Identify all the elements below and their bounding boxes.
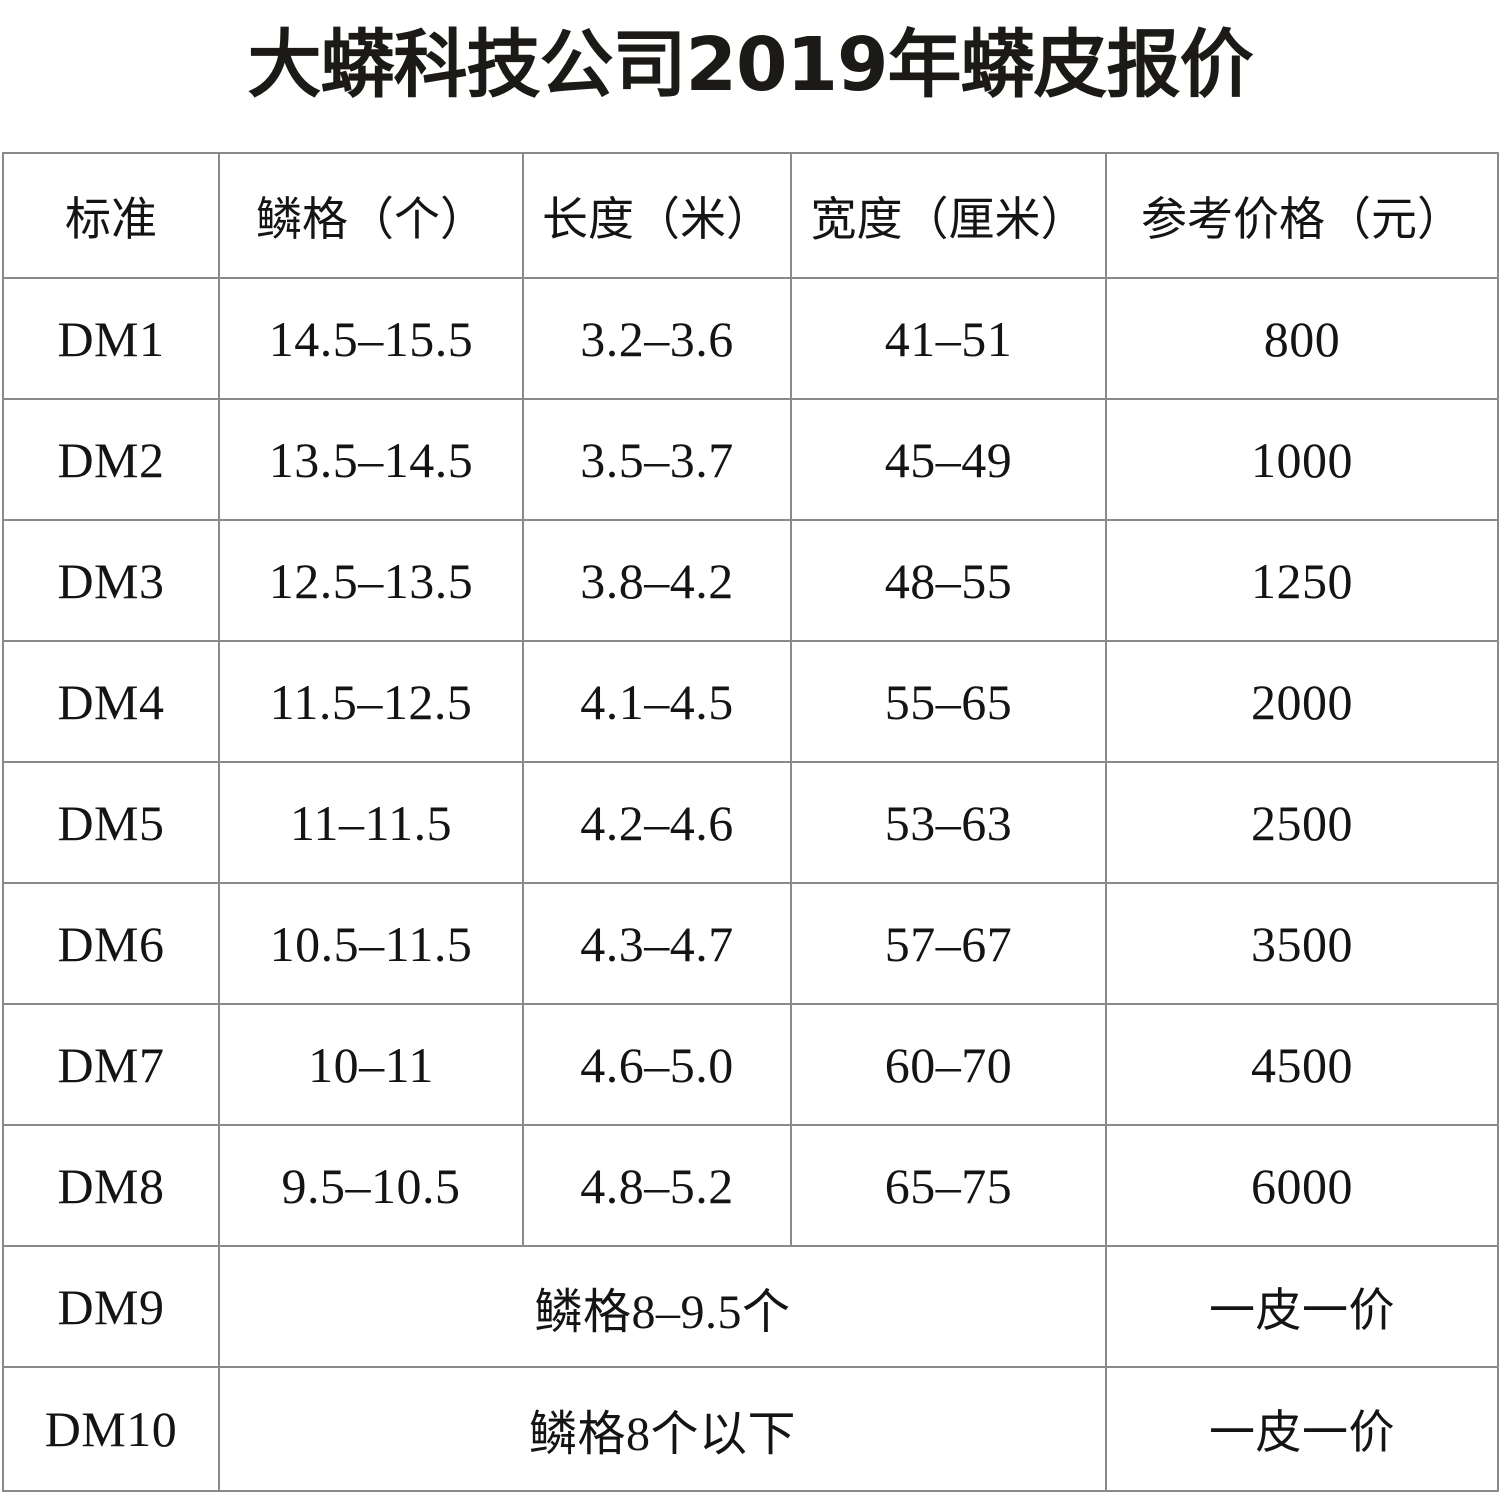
cell-standard: DM10 — [2, 1366, 220, 1492]
cell-standard: DM3 — [2, 519, 220, 642]
cell-standard: DM2 — [2, 398, 220, 521]
cell-scale: 14.5–15.5 — [218, 277, 524, 400]
cell-price: 800 — [1105, 277, 1499, 400]
python-skin-price-table: 标准 鳞格（个） 长度（米） 宽度（厘米） 参考价格（元） DM1 14.5–1… — [2, 152, 1499, 1492]
cell-standard: DM4 — [2, 640, 220, 763]
cell-price: 1000 — [1105, 398, 1499, 521]
cell-width: 55–65 — [790, 640, 1107, 763]
column-header-length: 长度（米） — [522, 152, 792, 279]
cell-standard: DM8 — [2, 1124, 220, 1247]
cell-length: 4.1–4.5 — [522, 640, 792, 763]
cell-scale: 10–11 — [218, 1003, 524, 1126]
cell-scale: 9.5–10.5 — [218, 1124, 524, 1247]
cell-width: 48–55 — [790, 519, 1107, 642]
cell-price: 6000 — [1105, 1124, 1499, 1247]
table-row: DM2 13.5–14.5 3.5–3.7 45–49 1000 — [2, 398, 1499, 521]
table-row: DM3 12.5–13.5 3.8–4.2 48–55 1250 — [2, 519, 1499, 642]
cell-width: 45–49 — [790, 398, 1107, 521]
cell-scale: 12.5–13.5 — [218, 519, 524, 642]
table-header: 标准 鳞格（个） 长度（米） 宽度（厘米） 参考价格（元） — [2, 152, 1499, 279]
cell-description: 鳞格8–9.5个 — [218, 1245, 1107, 1368]
table-row: DM4 11.5–12.5 4.1–4.5 55–65 2000 — [2, 640, 1499, 763]
cell-length: 4.8–5.2 — [522, 1124, 792, 1247]
table-row: DM1 14.5–15.5 3.2–3.6 41–51 800 — [2, 277, 1499, 400]
cell-price: 1250 — [1105, 519, 1499, 642]
cell-length: 3.8–4.2 — [522, 519, 792, 642]
cell-length: 3.2–3.6 — [522, 277, 792, 400]
cell-width: 41–51 — [790, 277, 1107, 400]
column-header-width: 宽度（厘米） — [790, 152, 1107, 279]
cell-width: 53–63 — [790, 761, 1107, 884]
table-body: DM1 14.5–15.5 3.2–3.6 41–51 800 DM2 13.5… — [2, 277, 1499, 1492]
table-row: DM10 鳞格8个以下 一皮一价 — [2, 1366, 1499, 1492]
cell-length: 3.5–3.7 — [522, 398, 792, 521]
cell-description: 鳞格8个以下 — [218, 1366, 1107, 1492]
cell-scale: 10.5–11.5 — [218, 882, 524, 1005]
cell-price: 2000 — [1105, 640, 1499, 763]
cell-price: 3500 — [1105, 882, 1499, 1005]
cell-width: 65–75 — [790, 1124, 1107, 1247]
cell-width: 60–70 — [790, 1003, 1107, 1126]
header-row: 标准 鳞格（个） 长度（米） 宽度（厘米） 参考价格（元） — [2, 152, 1499, 279]
cell-length: 4.6–5.0 — [522, 1003, 792, 1126]
table-row: DM9 鳞格8–9.5个 一皮一价 — [2, 1245, 1499, 1368]
cell-price: 2500 — [1105, 761, 1499, 884]
table-row: DM8 9.5–10.5 4.8–5.2 65–75 6000 — [2, 1124, 1499, 1247]
cell-standard: DM1 — [2, 277, 220, 400]
cell-scale: 13.5–14.5 — [218, 398, 524, 521]
cell-price: 4500 — [1105, 1003, 1499, 1126]
cell-standard: DM6 — [2, 882, 220, 1005]
page-title: 大蟒科技公司2019年蟒皮报价 — [247, 21, 1254, 108]
cell-scale: 11.5–12.5 — [218, 640, 524, 763]
column-header-standard: 标准 — [2, 152, 220, 279]
cell-width: 57–67 — [790, 882, 1107, 1005]
cell-price: 一皮一价 — [1105, 1245, 1499, 1368]
table-row: DM7 10–11 4.6–5.0 60–70 4500 — [2, 1003, 1499, 1126]
table-row: DM5 11–11.5 4.2–4.6 53–63 2500 — [2, 761, 1499, 884]
cell-length: 4.2–4.6 — [522, 761, 792, 884]
column-header-price: 参考价格（元） — [1105, 152, 1499, 279]
cell-standard: DM5 — [2, 761, 220, 884]
table-row: DM6 10.5–11.5 4.3–4.7 57–67 3500 — [2, 882, 1499, 1005]
cell-standard: DM9 — [2, 1245, 220, 1368]
cell-length: 4.3–4.7 — [522, 882, 792, 1005]
cell-scale: 11–11.5 — [218, 761, 524, 884]
cell-standard: DM7 — [2, 1003, 220, 1126]
cell-price: 一皮一价 — [1105, 1366, 1499, 1492]
column-header-scale: 鳞格（个） — [218, 152, 524, 279]
